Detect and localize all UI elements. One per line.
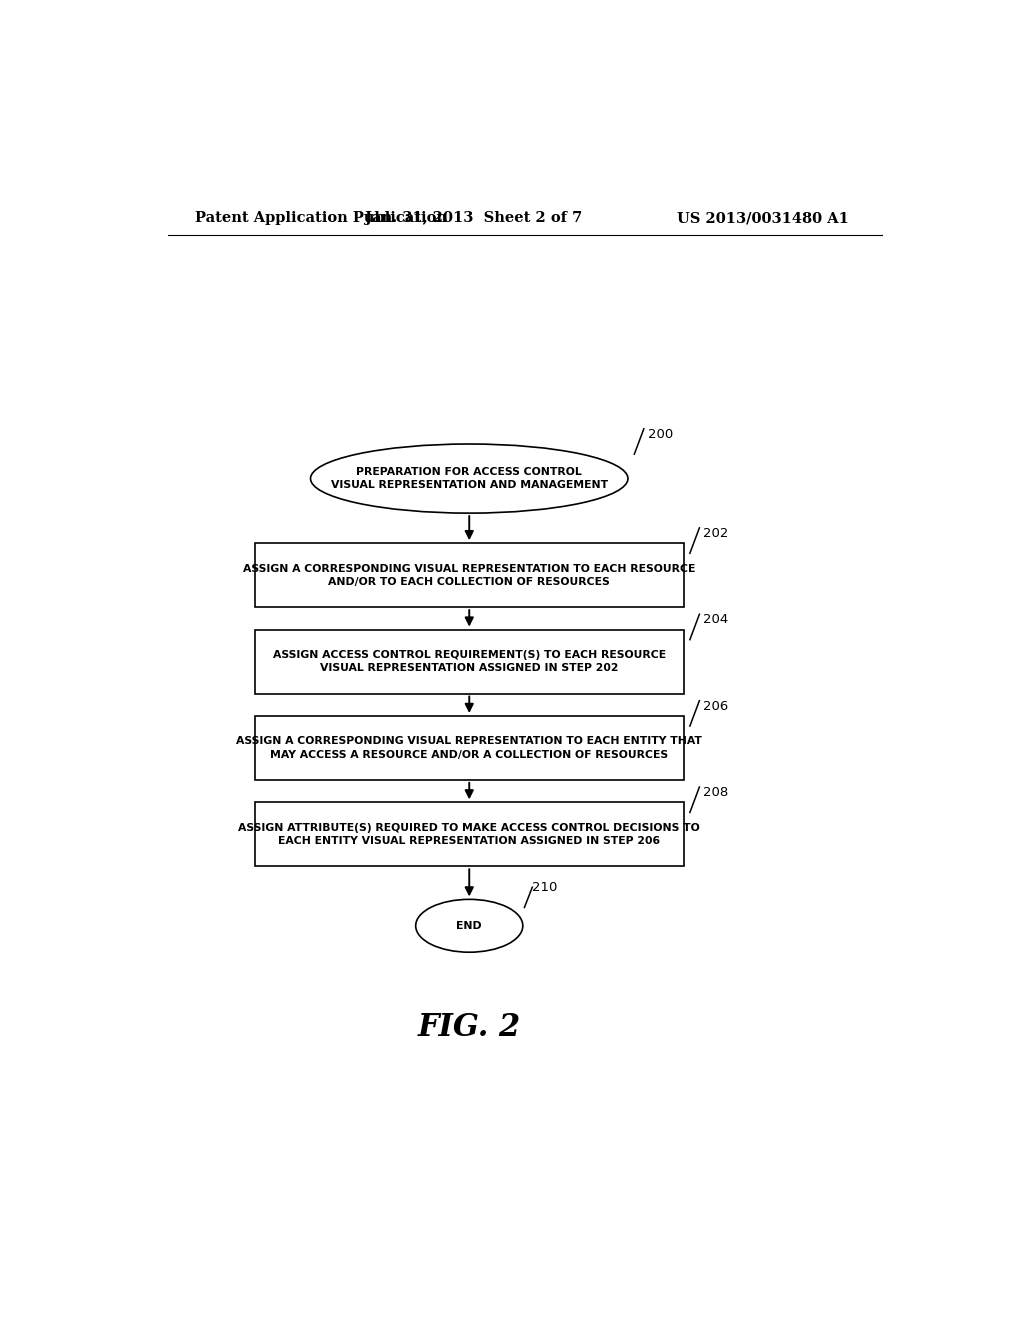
Text: END: END [457, 921, 482, 931]
Text: ASSIGN A CORRESPONDING VISUAL REPRESENTATION TO EACH RESOURCE
AND/OR TO EACH COL: ASSIGN A CORRESPONDING VISUAL REPRESENTA… [243, 564, 695, 586]
Text: 202: 202 [703, 527, 729, 540]
Text: Patent Application Publication: Patent Application Publication [196, 211, 447, 226]
Text: US 2013/0031480 A1: US 2013/0031480 A1 [677, 211, 849, 226]
Text: PREPARATION FOR ACCESS CONTROL
VISUAL REPRESENTATION AND MANAGEMENT: PREPARATION FOR ACCESS CONTROL VISUAL RE… [331, 467, 608, 490]
Text: FIG. 2: FIG. 2 [418, 1012, 521, 1043]
Text: 208: 208 [703, 787, 729, 799]
Text: ASSIGN ACCESS CONTROL REQUIREMENT(S) TO EACH RESOURCE
VISUAL REPRESENTATION ASSI: ASSIGN ACCESS CONTROL REQUIREMENT(S) TO … [272, 649, 666, 673]
Text: 204: 204 [703, 614, 729, 627]
Text: 210: 210 [532, 882, 558, 894]
FancyBboxPatch shape [255, 630, 684, 693]
Ellipse shape [310, 444, 628, 513]
Text: ASSIGN ATTRIBUTE(S) REQUIRED TO MAKE ACCESS CONTROL DECISIONS TO
EACH ENTITY VIS: ASSIGN ATTRIBUTE(S) REQUIRED TO MAKE ACC… [239, 822, 700, 846]
Text: 206: 206 [703, 700, 729, 713]
Text: Jan. 31, 2013  Sheet 2 of 7: Jan. 31, 2013 Sheet 2 of 7 [365, 211, 582, 226]
Text: 200: 200 [648, 428, 673, 441]
Text: ASSIGN A CORRESPONDING VISUAL REPRESENTATION TO EACH ENTITY THAT
MAY ACCESS A RE: ASSIGN A CORRESPONDING VISUAL REPRESENTA… [237, 737, 702, 759]
FancyBboxPatch shape [255, 543, 684, 607]
Ellipse shape [416, 899, 523, 952]
FancyBboxPatch shape [255, 803, 684, 866]
FancyBboxPatch shape [255, 715, 684, 780]
